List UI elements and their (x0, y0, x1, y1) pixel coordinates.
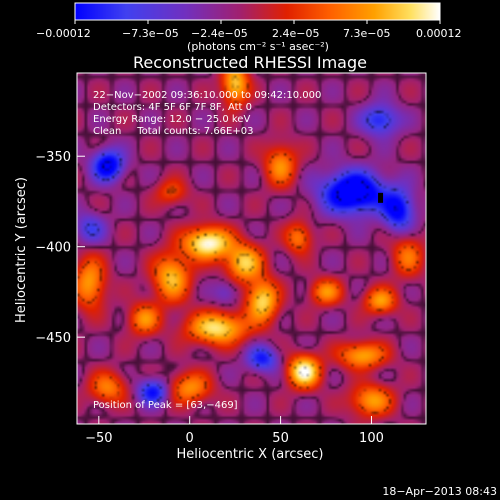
y-tick-label: −350 (35, 150, 71, 165)
colorbar-tick-label: −0.00012 (36, 27, 91, 40)
y-tick-label: −450 (35, 331, 71, 346)
chart-title: Reconstructed RHESSI Image (133, 53, 367, 72)
colorbar-tick-label: 0.00012 (416, 27, 462, 40)
annotation-detectors: Detectors: 4F 5F 6F 7F 8F, Att 0 (93, 102, 252, 113)
colorbar-unit-label: (photons cm⁻² s⁻¹ asec⁻²) (187, 40, 329, 53)
y-axis: −350 −400 −450 (35, 150, 85, 346)
x-tick-label: 50 (272, 431, 289, 446)
annotation-energy-range: Energy Range: 12.0 − 25.0 keV (93, 114, 250, 125)
x-axis: −50 0 50 100 (85, 416, 384, 446)
heatmap (77, 73, 426, 424)
colorbar-tick-label: −2.4e−05 (191, 27, 248, 40)
colorbar-tick-label: −7.3e−05 (122, 27, 179, 40)
colorbar-tick-label: 2.4e−05 (272, 27, 319, 40)
timestamp: 18−Apr−2013 08:43 (382, 485, 497, 498)
heatmap-image (77, 73, 426, 424)
peak-marker (378, 192, 384, 203)
y-axis-label: Heliocentric Y (arcsec) (14, 177, 29, 323)
x-tick-label: 100 (359, 431, 384, 446)
colorbar (74, 2, 441, 21)
x-tick-label: −50 (85, 431, 112, 446)
x-tick-label: 0 (186, 431, 194, 446)
y-tick-label: −400 (35, 241, 71, 256)
annotation-clean-counts: Clean Total counts: 7.66E+03 (93, 126, 253, 137)
colorbar-ticks (74, 20, 441, 24)
plot-frame (76, 72, 427, 425)
x-axis-label: Heliocentric X (arcsec) (177, 447, 324, 462)
peak-position-label: Position of Peak = [63,−469] (93, 400, 238, 411)
annotation-time-range: 22−Nov−2002 09:36:10.000 to 09:42:10.000 (93, 90, 321, 101)
colorbar-tick-label: 7.3e−05 (343, 27, 390, 40)
